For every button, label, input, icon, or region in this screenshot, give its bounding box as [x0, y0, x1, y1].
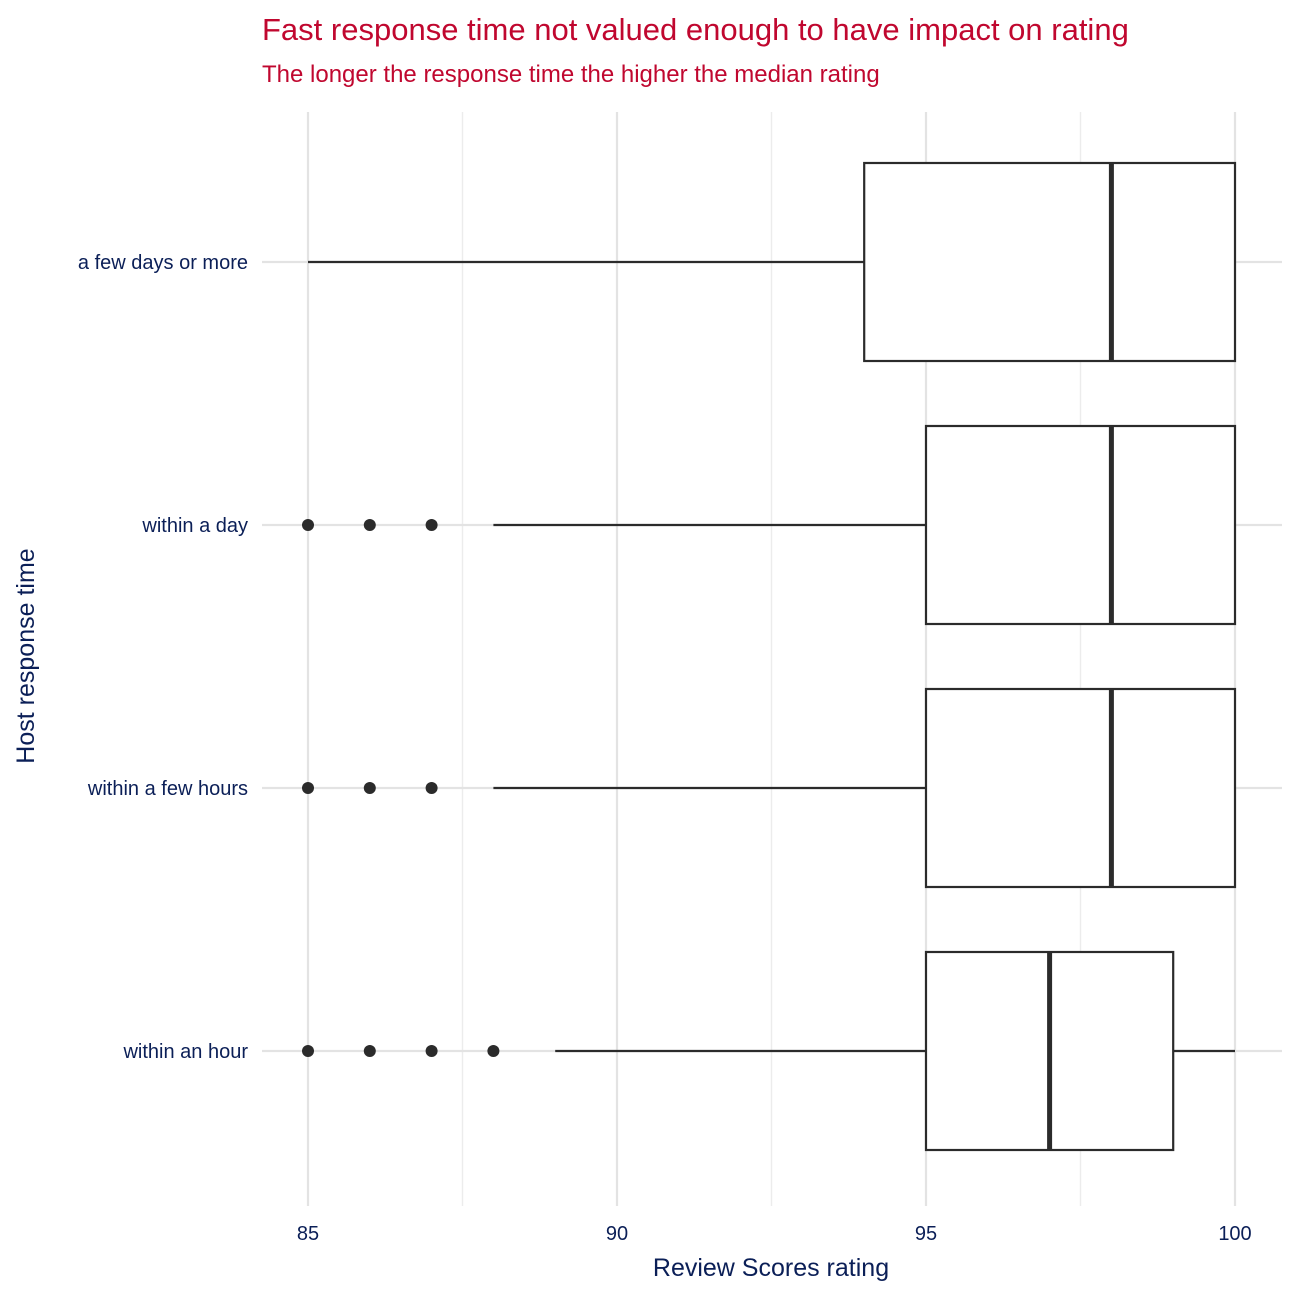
x-axis-ticks: 85 90 95 100 — [297, 1223, 1252, 1245]
outlier-point — [363, 1045, 376, 1057]
x-tick-label: 85 — [297, 1223, 319, 1245]
y-tick-label: within a few hours — [87, 778, 248, 800]
box-a-few-days-or-more — [308, 161, 1237, 363]
box-within-a-few-hours — [302, 687, 1237, 889]
x-tick-label: 100 — [1218, 1223, 1251, 1245]
outlier-point — [363, 519, 376, 531]
box-iqr — [863, 161, 1237, 363]
outlier-point — [302, 1045, 314, 1057]
y-tick-label: within a day — [141, 515, 248, 537]
x-tick-label: 90 — [606, 1223, 628, 1245]
outlier-point — [302, 782, 314, 794]
box-iqr — [924, 687, 1237, 889]
outlier-point — [302, 519, 314, 531]
chart-subtitle: The longer the response time the higher … — [262, 61, 880, 88]
outlier-point — [425, 1045, 438, 1057]
outlier-point — [425, 782, 438, 794]
outlier-point — [363, 782, 376, 794]
x-axis-title: Review Scores rating — [653, 1254, 889, 1282]
y-tick-label: within an hour — [122, 1041, 248, 1063]
box-iqr — [924, 424, 1237, 626]
y-axis-title: Host response time — [12, 548, 40, 763]
box-within-a-day — [302, 424, 1237, 626]
x-tick-label: 95 — [915, 1223, 937, 1245]
outlier-point — [487, 1045, 500, 1057]
y-tick-label: a few days or more — [78, 252, 248, 274]
box-series — [302, 161, 1237, 1152]
y-axis-ticks: within an hour within a few hours within a… — [78, 252, 248, 1063]
chart-title: Fast response time not valued enough to … — [262, 12, 1129, 47]
outlier-point — [425, 519, 438, 531]
box-within-an-hour — [302, 950, 1235, 1152]
